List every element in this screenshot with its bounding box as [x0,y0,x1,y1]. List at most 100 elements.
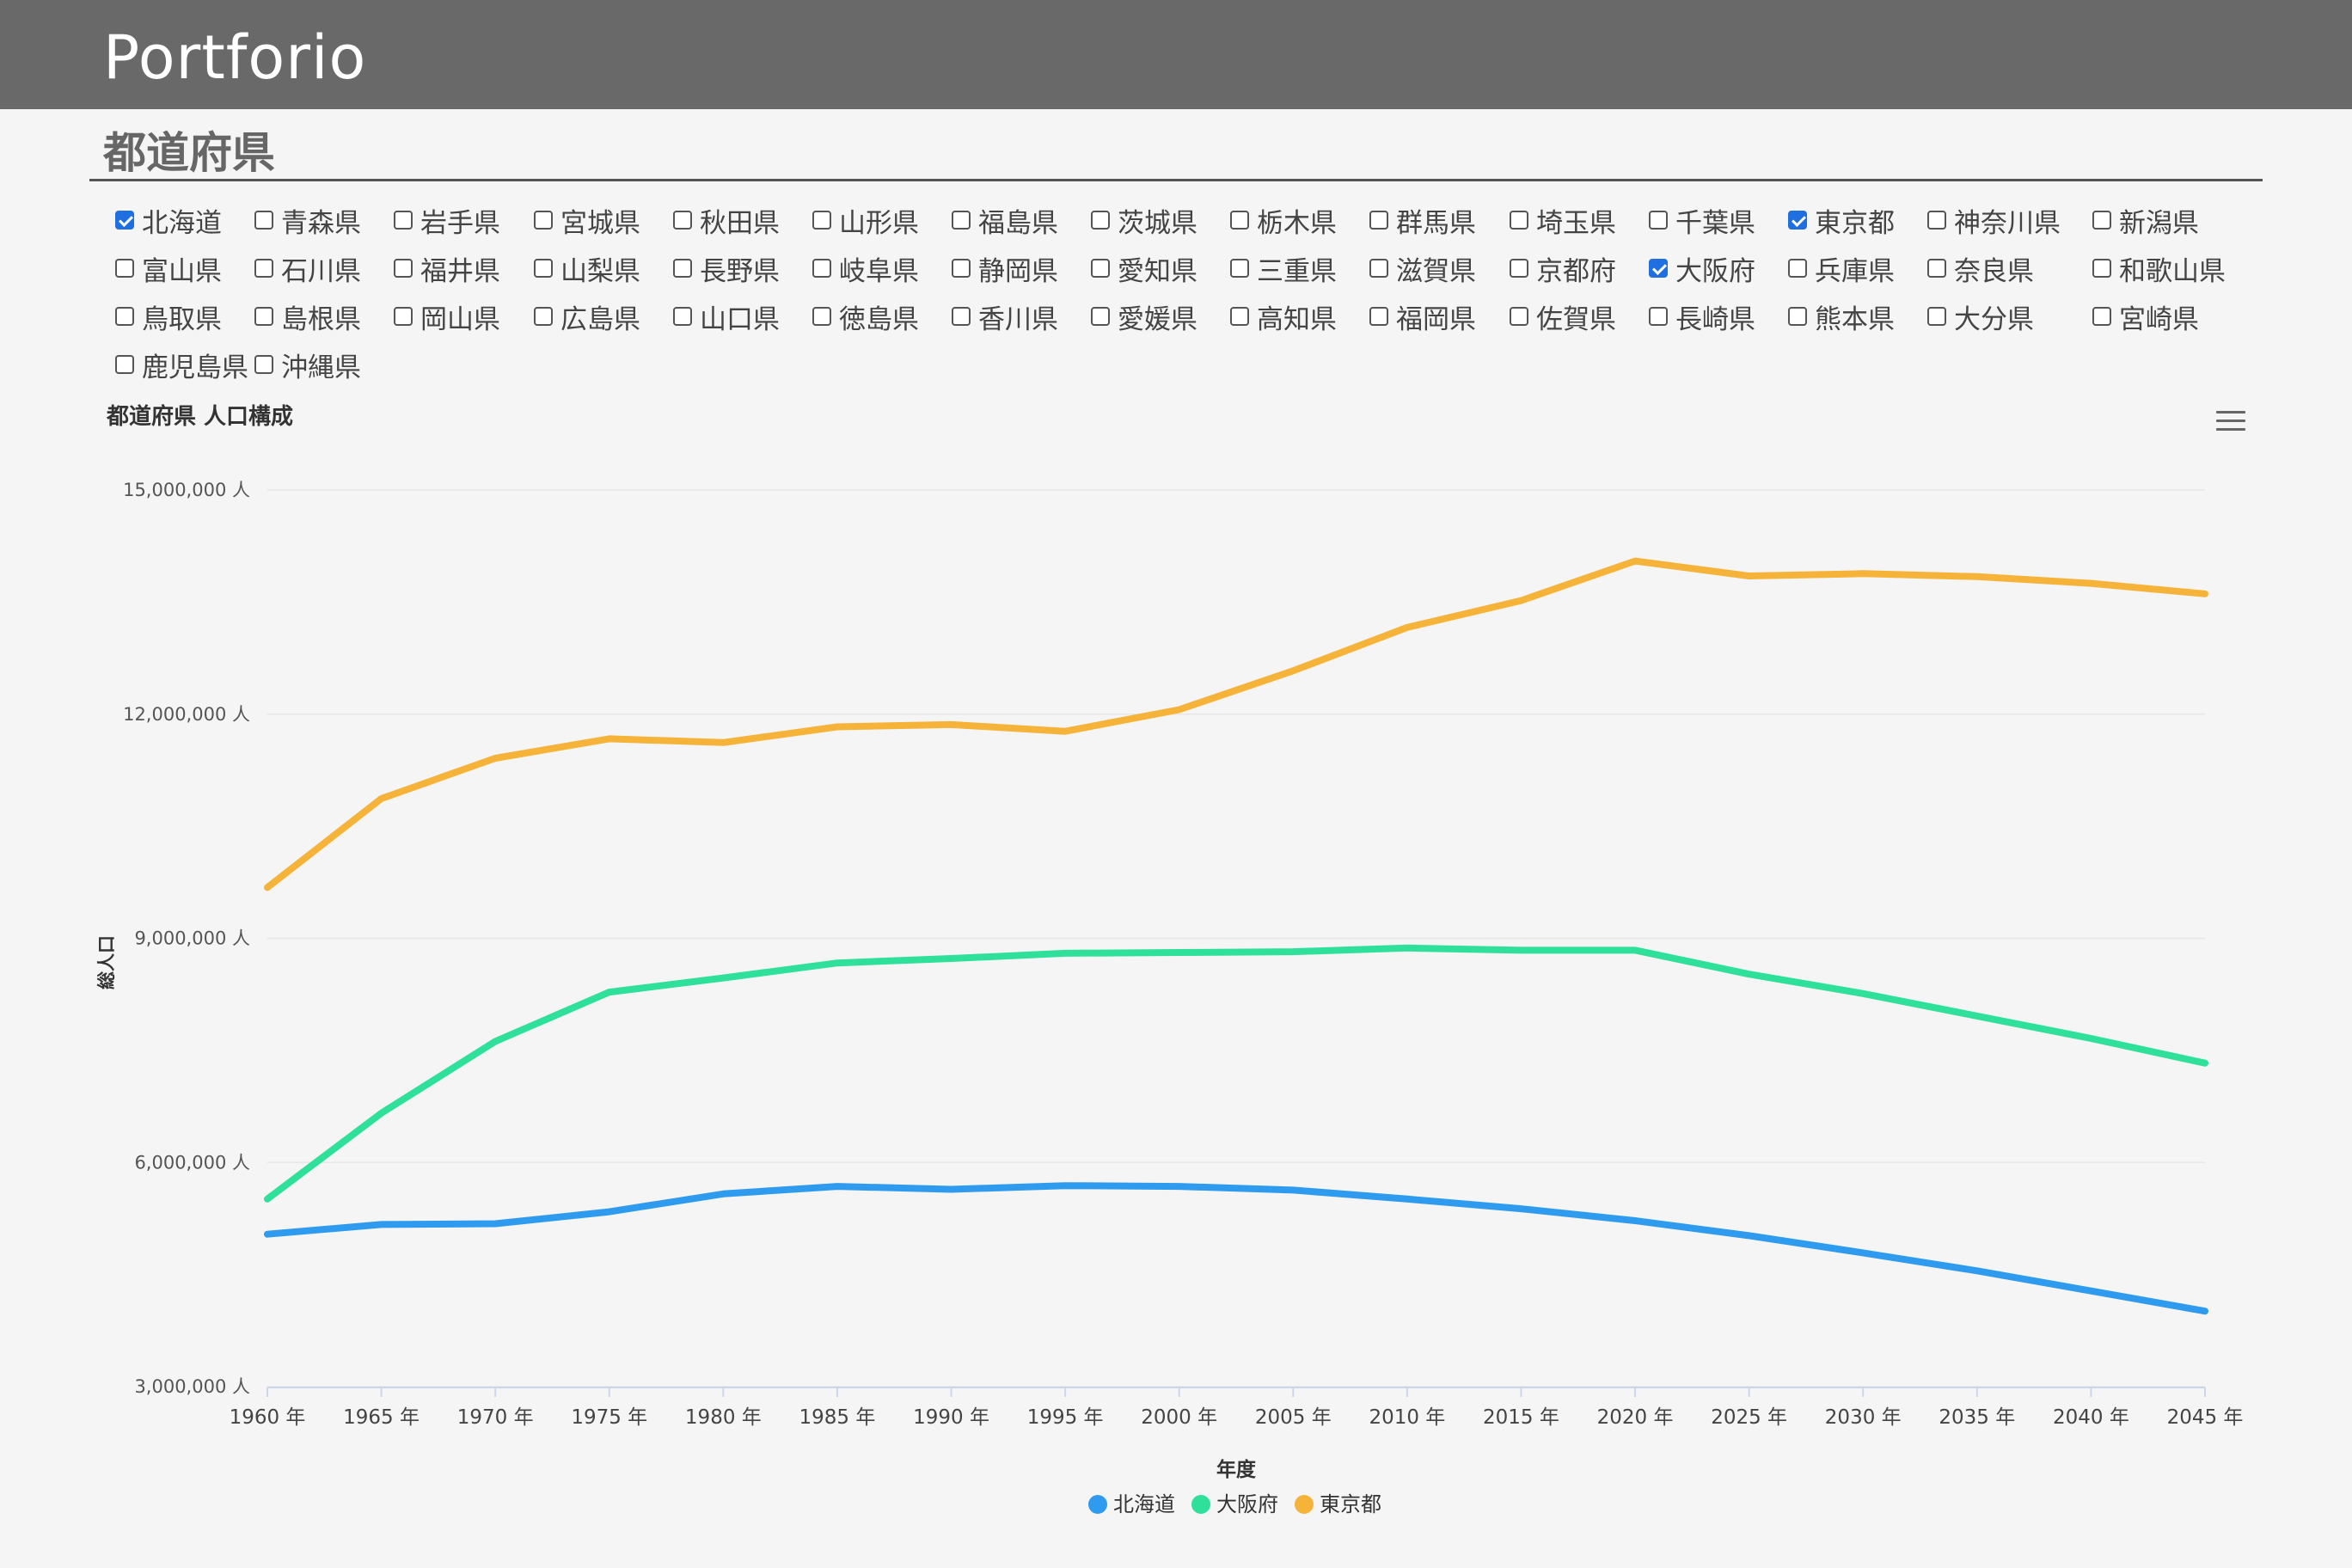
prefecture-checkbox-item[interactable]: 兵庫県 [1788,244,1895,292]
prefecture-label: 秋田県 [700,207,780,239]
prefecture-checkbox-item[interactable]: 佐賀県 [1510,292,1616,340]
x-tick-label: 2020 年 [1597,1406,1674,1429]
prefecture-checkbox-item[interactable]: 福岡県 [1369,292,1476,340]
prefecture-checkbox-item[interactable]: 京都府 [1510,244,1616,292]
prefecture-checkbox-item[interactable]: 山形県 [812,196,919,244]
prefecture-checkbox-item[interactable]: 三重県 [1230,244,1337,292]
checkbox[interactable] [254,211,273,230]
checkbox[interactable] [952,307,971,326]
prefecture-checkbox-item[interactable]: 群馬県 [1369,196,1476,244]
checkbox[interactable] [1649,259,1668,278]
checkbox[interactable] [2092,307,2111,326]
checkbox[interactable] [2092,259,2111,278]
chart-menu-icon[interactable] [2216,411,2245,433]
prefecture-checkbox-item[interactable]: 山口県 [673,292,780,340]
prefecture-checkbox-item[interactable]: 岐阜県 [812,244,919,292]
checkbox[interactable] [812,211,831,230]
x-tick-label: 1970 年 [457,1406,534,1429]
prefecture-checkbox-item[interactable]: 熊本県 [1788,292,1895,340]
checkbox[interactable] [115,211,134,230]
checkbox[interactable] [673,259,692,278]
checkbox[interactable] [952,211,971,230]
checkbox[interactable] [1927,307,1946,326]
checkbox[interactable] [1510,307,1528,326]
checkbox[interactable] [1230,307,1249,326]
checkbox[interactable] [1788,211,1807,230]
checkbox[interactable] [1788,307,1807,326]
checkbox[interactable] [115,307,134,326]
checkbox[interactable] [254,259,273,278]
checkbox[interactable] [534,211,553,230]
checkbox[interactable] [1927,259,1946,278]
checkbox[interactable] [1091,259,1110,278]
prefecture-checkbox-item[interactable]: 秋田県 [673,196,780,244]
checkbox[interactable] [1510,259,1528,278]
prefecture-checkbox-item[interactable]: 鳥取県 [115,292,222,340]
checkbox[interactable] [1927,211,1946,230]
prefecture-checkbox-item[interactable]: 沖縄県 [254,340,361,389]
prefecture-label: 愛媛県 [1118,303,1197,335]
prefecture-checkbox-item[interactable]: 富山県 [115,244,222,292]
checkbox[interactable] [394,259,413,278]
prefecture-checkbox-item[interactable]: 長崎県 [1649,292,1755,340]
prefecture-checkbox-item[interactable]: 千葉県 [1649,196,1755,244]
prefecture-checkbox-item[interactable]: 広島県 [534,292,640,340]
prefecture-checkbox-item[interactable]: 鹿児島県 [115,340,248,389]
checkbox[interactable] [812,307,831,326]
checkbox[interactable] [1230,259,1249,278]
prefecture-checkbox-item[interactable]: 宮城県 [534,196,640,244]
checkbox[interactable] [1649,307,1668,326]
prefecture-checkbox-item[interactable]: 愛媛県 [1091,292,1197,340]
prefecture-checkbox-item[interactable]: 北海道 [115,196,222,244]
prefecture-checkbox-item[interactable]: 新潟県 [2092,196,2199,244]
checkbox[interactable] [254,355,273,374]
prefecture-checkbox-item[interactable]: 大阪府 [1649,244,1755,292]
prefecture-checkbox-item[interactable]: 大分県 [1927,292,2034,340]
prefecture-checkbox-item[interactable]: 奈良県 [1927,244,2034,292]
prefecture-checkbox-item[interactable]: 静岡県 [952,244,1058,292]
prefecture-checkbox-item[interactable]: 愛知県 [1091,244,1197,292]
checkbox[interactable] [1649,211,1668,230]
prefecture-checkbox-item[interactable]: 埼玉県 [1510,196,1616,244]
checkbox[interactable] [115,259,134,278]
prefecture-checkbox-item[interactable]: 茨城県 [1091,196,1197,244]
prefecture-checkbox-item[interactable]: 山梨県 [534,244,640,292]
checkbox[interactable] [534,259,553,278]
checkbox[interactable] [1091,211,1110,230]
prefecture-checkbox-item[interactable]: 岡山県 [394,292,500,340]
checkbox[interactable] [673,211,692,230]
prefecture-checkbox-item[interactable]: 長野県 [673,244,780,292]
checkbox[interactable] [254,307,273,326]
prefecture-checkbox-item[interactable]: 青森県 [254,196,361,244]
prefecture-checkbox-item[interactable]: 東京都 [1788,196,1895,244]
prefecture-checkbox-item[interactable]: 徳島県 [812,292,919,340]
prefecture-checkbox-item[interactable]: 福島県 [952,196,1058,244]
prefecture-checkbox-item[interactable]: 宮崎県 [2092,292,2199,340]
prefecture-checkbox-item[interactable]: 神奈川県 [1927,196,2061,244]
checkbox[interactable] [1369,307,1388,326]
checkbox[interactable] [394,211,413,230]
prefecture-label: 佐賀県 [1536,303,1616,335]
checkbox[interactable] [394,307,413,326]
checkbox[interactable] [1091,307,1110,326]
prefecture-checkbox-item[interactable]: 島根県 [254,292,361,340]
prefecture-checkbox-item[interactable]: 石川県 [254,244,361,292]
checkbox[interactable] [812,259,831,278]
checkbox[interactable] [115,355,134,374]
prefecture-checkbox-item[interactable]: 高知県 [1230,292,1337,340]
prefecture-checkbox-item[interactable]: 香川県 [952,292,1058,340]
prefecture-checkbox-item[interactable]: 岩手県 [394,196,500,244]
checkbox[interactable] [534,307,553,326]
checkbox[interactable] [1369,259,1388,278]
prefecture-checkbox-item[interactable]: 福井県 [394,244,500,292]
checkbox[interactable] [1230,211,1249,230]
prefecture-checkbox-item[interactable]: 和歌山県 [2092,244,2226,292]
checkbox[interactable] [1788,259,1807,278]
checkbox[interactable] [673,307,692,326]
checkbox[interactable] [952,259,971,278]
prefecture-checkbox-item[interactable]: 栃木県 [1230,196,1337,244]
checkbox[interactable] [1369,211,1388,230]
checkbox[interactable] [2092,211,2111,230]
prefecture-checkbox-item[interactable]: 滋賀県 [1369,244,1476,292]
checkbox[interactable] [1510,211,1528,230]
